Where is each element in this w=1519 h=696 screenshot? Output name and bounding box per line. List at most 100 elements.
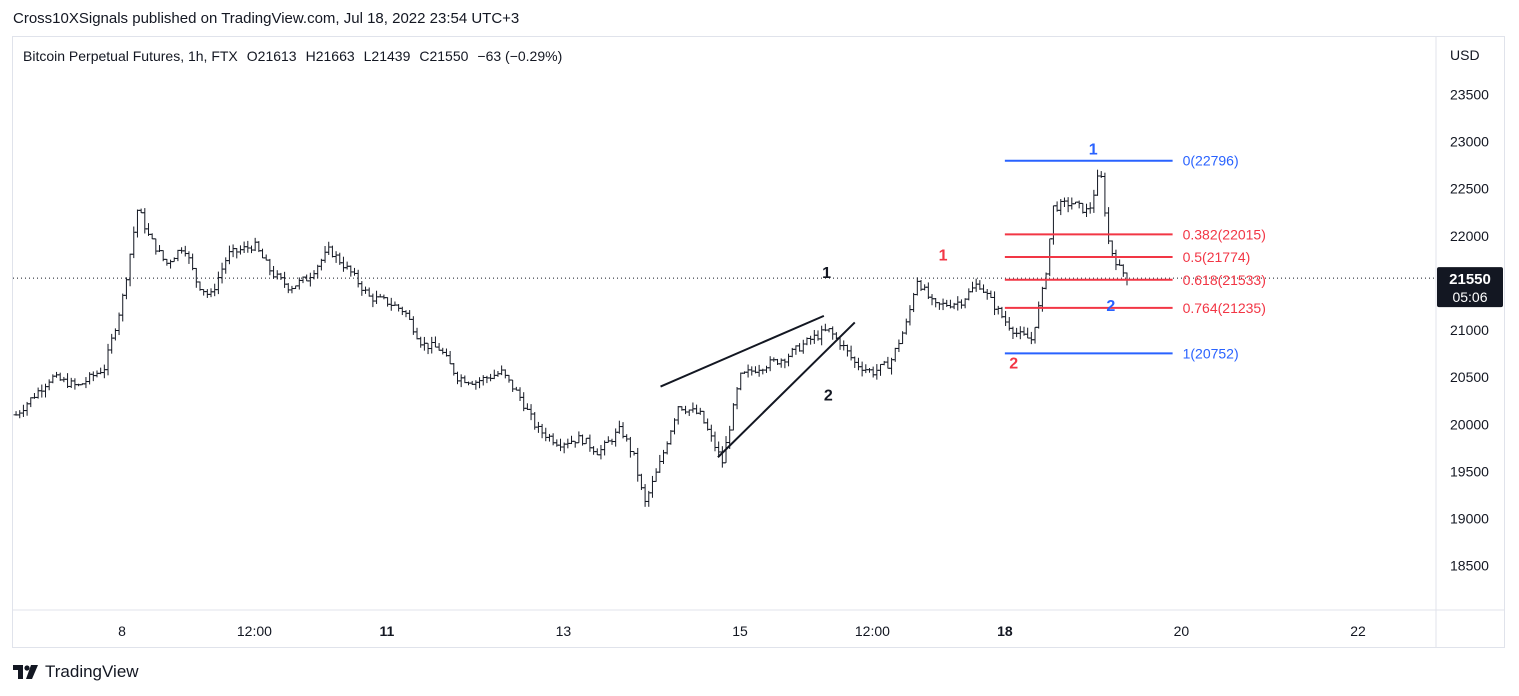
ohlc-bar (981, 284, 987, 294)
ohlc-bar (429, 336, 435, 354)
ohlc-bar (550, 433, 556, 446)
ohlc-bar (134, 209, 140, 238)
ohlc-low: L21439 (363, 48, 411, 64)
y-tick-label: 23500 (1450, 86, 1489, 102)
ohlc-bar (988, 290, 994, 298)
ohlc-bar (557, 438, 563, 452)
ohlc-bar (208, 288, 214, 298)
ohlc-bar (274, 270, 280, 280)
ohlc-bar (517, 387, 523, 402)
ohlc-bar (1106, 207, 1112, 245)
ohlc-bar (929, 294, 935, 306)
ohlc-bar (432, 336, 438, 348)
symbol-title[interactable]: Bitcoin Perpetual Futures, 1h, FTX (23, 48, 238, 64)
ohlc-bar (793, 345, 799, 355)
y-tick-label: 19000 (1450, 511, 1489, 527)
ohlc-bar (248, 245, 254, 254)
ohlc-bar (215, 271, 221, 295)
ohlc-bar (473, 380, 479, 390)
currency-label: USD (1450, 47, 1480, 63)
ohlc-bar (848, 345, 854, 361)
ohlc-bar (1095, 169, 1101, 196)
ohlc-bar (1120, 264, 1126, 277)
ohlc-bar (223, 257, 229, 274)
ohlc-bar (668, 430, 674, 445)
chart-frame (12, 36, 1505, 648)
ohlc-bar (142, 208, 148, 234)
ohlc-high: H21663 (305, 48, 355, 64)
ohlc-bar (407, 310, 413, 321)
fib-level-label: 0.5(21774) (1183, 249, 1251, 265)
ohlc-bar (576, 431, 582, 444)
ohlc-bar (385, 297, 391, 307)
fib-level-label: 0.382(22015) (1183, 226, 1266, 242)
ohlc-bar (333, 251, 339, 263)
y-tick-label: 20000 (1450, 416, 1489, 432)
x-tick-label: 11 (379, 623, 394, 639)
ohlc-bar (315, 264, 321, 279)
ohlc-bar (808, 335, 814, 345)
axes: USD2350023000225002200021500210002050020… (13, 37, 1505, 647)
ohlc-bar (46, 379, 52, 391)
ohlc-bar (351, 267, 357, 276)
ohlc-bar (995, 305, 1001, 315)
ohlc-bar (1102, 172, 1108, 217)
ohlc-bar (484, 375, 490, 384)
ohlc-bar (322, 246, 328, 263)
ohlc-bar (105, 343, 111, 376)
ohlc-bar (598, 444, 604, 460)
ohlc-bar (1061, 197, 1067, 208)
ohlc-bar (226, 245, 232, 265)
footer-brand[interactable]: TradingView (13, 662, 139, 682)
ohlc-bar (1091, 189, 1097, 213)
ohlc-open: O21613 (246, 48, 297, 64)
ohlc-bar (546, 433, 552, 442)
ohlc-bar (65, 373, 71, 389)
x-tick-label: 18 (997, 623, 1013, 639)
ohlc-bar (454, 371, 460, 385)
ohlc-bar (730, 403, 736, 431)
drawings[interactable]: 0(22796) 0.382(22015) 0.5(21774) 0.618(2153… (660, 142, 1266, 458)
ohlc-bar (657, 454, 663, 473)
ohlc-bar (480, 375, 486, 386)
ohlc-bar (616, 420, 622, 434)
bar-countdown: 05:06 (1452, 289, 1487, 305)
ohlc-bar (1084, 203, 1090, 217)
ohlc-bar (1032, 326, 1038, 344)
ohlc-bar (881, 360, 887, 366)
ohlc-bar (701, 410, 707, 424)
y-tick-label: 22000 (1450, 228, 1489, 244)
ohlc-bar (892, 347, 898, 362)
ohlc-bar (624, 434, 630, 442)
ohlc-bar (786, 353, 792, 367)
ohlc-bar (914, 277, 920, 296)
ohlc-bar (535, 421, 541, 433)
ohlc-bar (230, 244, 236, 258)
ohlc-bar (660, 449, 666, 464)
ohlc-bar (414, 327, 420, 340)
ohlc-bar (955, 296, 961, 311)
ohlc-bar (811, 329, 817, 344)
ohlc-bar (528, 404, 534, 421)
ohlc-bar (977, 280, 983, 290)
ohlc-bar (1076, 200, 1082, 209)
ohlc-bar (745, 364, 751, 378)
ohlc-bar (1043, 272, 1049, 290)
ohlc-bar (278, 272, 284, 280)
ohlc-bar (830, 326, 836, 340)
wedge-upper-trendline (660, 314, 825, 388)
ohlc-bar (962, 298, 968, 309)
ohlc-bar (672, 418, 678, 435)
ohlc-bar (193, 267, 199, 288)
ohlc-bar (388, 297, 394, 311)
ohlc-bar (50, 374, 56, 384)
ohlc-bar (234, 248, 240, 259)
ohlc-bar (712, 431, 718, 452)
ohlc-bar (458, 374, 464, 388)
ohlc-bar (767, 356, 773, 372)
ohlc-bar (870, 366, 876, 378)
ohlc-bar (756, 364, 762, 377)
ohlc-bar (878, 363, 884, 376)
wave-label: 2 (1106, 298, 1115, 315)
